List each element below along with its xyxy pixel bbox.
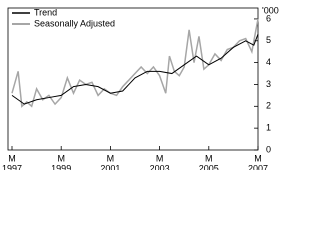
x-tick-label: 1997: [2, 163, 22, 170]
x-tick-label: 2005: [199, 163, 219, 170]
x-tick-label: M: [8, 153, 16, 163]
series-line: [11, 34, 259, 105]
x-tick-label: M: [107, 153, 115, 163]
legend-label: Seasonally Adjusted: [34, 18, 115, 28]
y-axis-unit: '000: [262, 5, 279, 15]
y-tick-label: 1: [266, 123, 271, 133]
plot-frame: [7, 7, 259, 151]
x-tick-label: M: [205, 153, 213, 163]
x-tick-label: M: [254, 153, 262, 163]
y-tick-label: 5: [266, 35, 271, 45]
x-tick-label: 1999: [51, 163, 71, 170]
x-tick-label: 2007: [248, 163, 268, 170]
series-line: [11, 18, 259, 108]
y-tick-label: 2: [266, 101, 271, 111]
x-tick-label: 2001: [100, 163, 120, 170]
x-tick-label: M: [156, 153, 164, 163]
y-tick-label: 6: [266, 13, 271, 23]
y-tick-label: 0: [266, 144, 271, 154]
legend-label: Trend: [34, 7, 57, 17]
x-tick-label: M: [57, 153, 65, 163]
chart: '000 0123456M1997M1999M2001M2003M2005M20…: [2, 5, 279, 170]
y-tick-label: 4: [266, 57, 271, 67]
x-tick-label: 2003: [150, 163, 170, 170]
y-tick-label: 3: [266, 79, 271, 89]
